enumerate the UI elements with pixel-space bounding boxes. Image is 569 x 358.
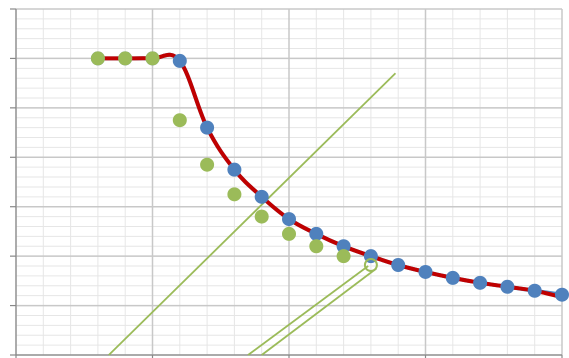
plot-area — [90, 51, 569, 356]
series-3-point — [200, 157, 215, 172]
series-1-line — [95, 52, 564, 297]
series-1-point — [336, 239, 351, 254]
series-1-point — [445, 270, 460, 285]
series-1-point — [418, 264, 433, 279]
axes — [10, 8, 563, 358]
series-5-line — [108, 72, 397, 356]
series-3-point — [254, 209, 269, 224]
series-3-point — [172, 113, 187, 128]
series-3-point — [282, 226, 296, 241]
series-2-line — [95, 52, 564, 300]
series-6-line — [247, 265, 369, 356]
series-7-line — [261, 267, 377, 356]
series-1-point — [473, 275, 488, 290]
series-3-point — [336, 249, 351, 264]
series-1-point — [200, 120, 215, 135]
series-1-point — [282, 212, 296, 227]
series-1-point — [500, 279, 515, 294]
series-4-point — [363, 258, 378, 273]
series-3-point — [145, 51, 160, 66]
series-1-point — [172, 53, 187, 68]
series-1-point — [391, 258, 406, 273]
series-1-point — [555, 287, 569, 302]
series-3-point — [90, 51, 105, 66]
series-1-point — [527, 283, 542, 298]
series-3-point — [309, 239, 324, 254]
series-3-point — [118, 51, 133, 66]
series-1-point — [309, 226, 324, 241]
series-1-point — [254, 189, 269, 204]
series-1-point — [227, 162, 242, 177]
series-3-point — [227, 187, 242, 202]
